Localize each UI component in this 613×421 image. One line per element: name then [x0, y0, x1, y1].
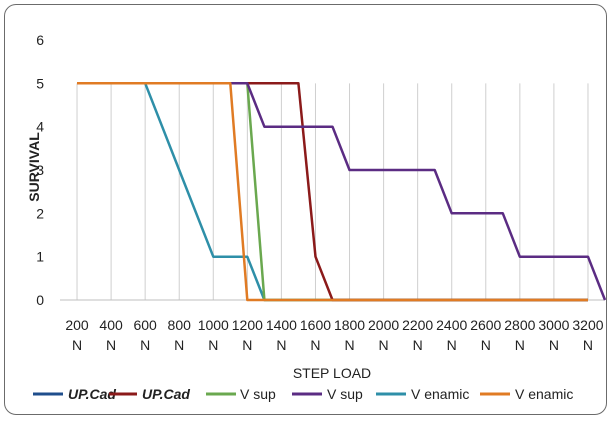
- x-tick-label: 2400 N: [436, 317, 467, 353]
- legend-label: V enamic: [515, 386, 573, 402]
- y-tick-label: 2: [36, 205, 44, 221]
- y-tick-label: 1: [36, 249, 44, 265]
- x-tick-label: 3000 N: [538, 317, 569, 353]
- x-tick-label: 2800 N: [504, 317, 535, 353]
- y-tick-label: 4: [36, 119, 44, 135]
- x-tick-label: 200 N: [65, 317, 89, 353]
- legend-label: UP.Cad: [142, 386, 190, 402]
- grid-layer: [76, 83, 589, 300]
- series-line-4: [230, 82, 607, 301]
- legend: UP.Cad UP.Cad V sup V sup V enamic V enamic: [33, 386, 573, 402]
- x-tick-label: 1600 N: [300, 317, 331, 353]
- y-tick-label: 5: [36, 75, 44, 91]
- x-tick-label: 2000 N: [368, 317, 399, 353]
- x-tick-label: 1800 N: [334, 317, 365, 353]
- x-tick-label: 3200 N: [572, 317, 603, 353]
- legend-label: V sup: [240, 386, 276, 402]
- series-line-2: [77, 82, 588, 302]
- y-tick-labels: 0 1 2 3 4 5 6: [36, 32, 44, 308]
- legend-label: V enamic: [411, 386, 469, 402]
- chart-frame: [4, 4, 607, 415]
- x-tick-label: 400 N: [99, 317, 123, 353]
- series-line-3: [77, 82, 588, 302]
- y-axis-label: SURVIVAL: [26, 132, 42, 202]
- y-tick-label: 0: [36, 292, 44, 308]
- x-tick-label: 2600 N: [470, 317, 501, 353]
- series-line-5: [77, 82, 588, 302]
- y-tick-label: 3: [36, 162, 44, 178]
- series-line-6: [77, 82, 588, 302]
- series-layer: [77, 82, 607, 302]
- x-axis-label: STEP LOAD: [293, 365, 371, 381]
- x-tick-label: 1200 N: [232, 317, 263, 353]
- legend-label: V sup: [327, 386, 363, 402]
- x-tick-label: 800 N: [168, 317, 192, 353]
- x-tick-label: 1000 N: [198, 317, 229, 353]
- x-tick-label: 2200 N: [402, 317, 433, 353]
- x-tick-label: 600 N: [133, 317, 157, 353]
- y-tick-label: 6: [36, 32, 44, 48]
- x-tick-label: 1400 N: [266, 317, 297, 353]
- legend-label: UP.Cad: [68, 386, 116, 402]
